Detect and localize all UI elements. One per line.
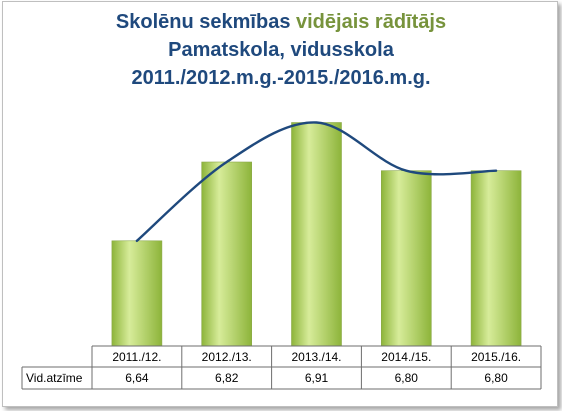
category-label-3: 2013./14. bbox=[291, 350, 341, 364]
bar-4 bbox=[380, 170, 432, 347]
category-label-4: 2014./15. bbox=[381, 350, 431, 364]
series-row-label: Vid.atzīme bbox=[26, 371, 83, 385]
title-line1-part1: Skolēnu sekmības bbox=[115, 11, 296, 33]
category-label-1: 2011./12. bbox=[112, 350, 161, 364]
chart-frame bbox=[2, 1, 558, 407]
title-line1-accent: vidējais rādītājs bbox=[296, 11, 447, 33]
value-label-2: 6,82 bbox=[215, 371, 239, 385]
category-label-5: 2015./16. bbox=[471, 350, 521, 364]
bar-3 bbox=[291, 122, 342, 347]
bar-2 bbox=[201, 161, 252, 347]
trend-line bbox=[135, 121, 498, 242]
bar-1 bbox=[111, 240, 163, 347]
chart-title: Skolēnu sekmības vidējais rādītājs Pamat… bbox=[0, 8, 562, 92]
value-label-4: 6,80 bbox=[395, 371, 419, 385]
value-label-3: 6,91 bbox=[305, 371, 329, 385]
title-line3: 2011./2012.m.g.-2015./2016.m.g. bbox=[131, 67, 431, 89]
value-label-5: 6,80 bbox=[484, 371, 508, 385]
value-label-1: 6,64 bbox=[125, 371, 149, 385]
category-label-2: 2012./13. bbox=[202, 350, 252, 364]
title-line2: Pamatskola, vidusskola bbox=[168, 39, 394, 61]
bar-5 bbox=[470, 170, 522, 347]
